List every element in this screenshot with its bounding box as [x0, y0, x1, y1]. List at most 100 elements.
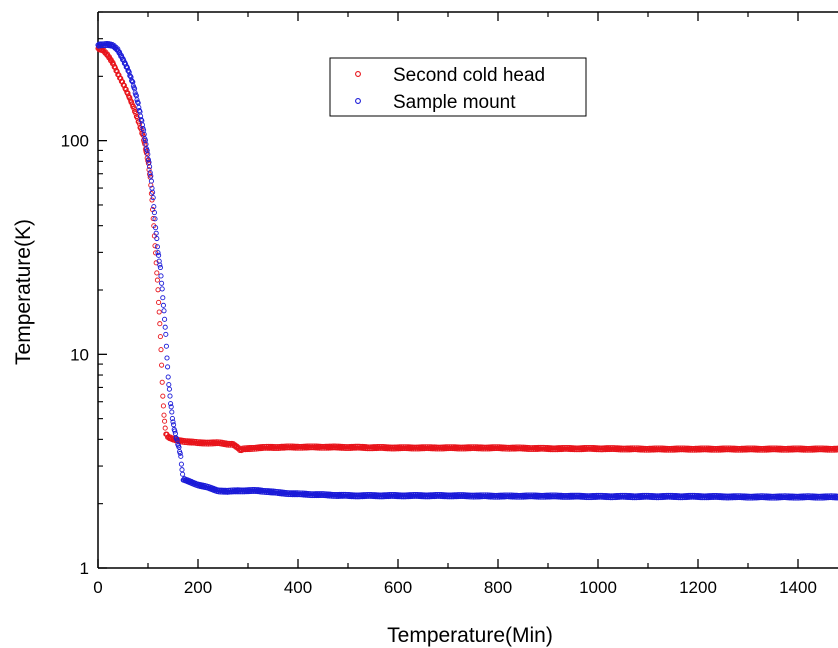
y-axis-title: Temperature(K)	[12, 219, 35, 365]
x-tick-label: 1400	[779, 578, 817, 597]
data-point	[148, 173, 154, 179]
data-point	[167, 393, 173, 399]
legend: Second cold head Sample mount	[329, 57, 587, 117]
legend-box	[329, 57, 587, 117]
data-point	[152, 243, 158, 249]
data-point	[168, 401, 174, 407]
x-tick-label: 1000	[579, 578, 617, 597]
data-point	[834, 447, 838, 453]
data-point	[172, 430, 178, 437]
data-point	[162, 324, 168, 330]
data-point	[147, 164, 153, 170]
data-point	[156, 309, 162, 315]
data-point	[134, 97, 140, 103]
data-point	[156, 299, 162, 306]
data-point	[129, 78, 135, 84]
data-point	[156, 252, 162, 258]
data-point	[160, 295, 166, 301]
data-point	[172, 428, 178, 434]
data-point	[161, 308, 167, 314]
data-point	[150, 189, 156, 195]
data-point	[833, 445, 838, 451]
data-point	[151, 204, 157, 210]
data-point	[148, 191, 154, 197]
data-point	[169, 409, 175, 415]
data-point	[124, 65, 130, 71]
data-point	[127, 94, 133, 100]
data-point	[125, 90, 131, 96]
data-point	[129, 78, 135, 84]
y-tick-label: 1	[80, 559, 89, 578]
legend-entry: Second cold head	[393, 65, 545, 86]
data-point	[169, 416, 175, 422]
x-tick-label: 800	[484, 578, 512, 597]
data-point	[130, 103, 136, 109]
x-tick-label: 200	[184, 578, 212, 597]
data-point	[159, 362, 165, 368]
data-point	[162, 418, 168, 424]
data-point	[162, 316, 168, 322]
data-point	[151, 210, 157, 216]
legend-marker	[355, 98, 361, 104]
data-point	[157, 264, 163, 271]
data-point	[145, 157, 151, 163]
data-point	[157, 334, 163, 340]
data-point	[150, 216, 156, 222]
data-point	[162, 425, 168, 431]
data-point	[153, 225, 159, 231]
data-point	[154, 235, 160, 242]
data-point	[159, 286, 165, 292]
data-point	[147, 170, 153, 176]
series-sample-mount	[95, 41, 838, 501]
data-point	[161, 412, 167, 418]
data-point	[138, 113, 144, 119]
data-point	[159, 280, 165, 286]
data-point	[150, 195, 156, 201]
data-point	[163, 343, 169, 349]
series-layer	[95, 41, 838, 501]
x-tick-label: 1200	[679, 578, 717, 597]
data-point	[168, 404, 174, 410]
data-point	[166, 382, 172, 388]
data-point	[166, 386, 172, 392]
data-point	[834, 493, 838, 499]
y-axis: 1 10 100	[61, 11, 107, 578]
data-point	[833, 495, 838, 501]
data-point	[160, 302, 166, 308]
data-point	[133, 111, 139, 117]
data-point	[165, 364, 171, 370]
x-tick-label: 0	[93, 578, 102, 597]
data-point	[158, 273, 164, 279]
data-point	[177, 450, 183, 456]
data-point	[145, 151, 151, 157]
data-point	[154, 270, 160, 276]
data-point	[834, 446, 838, 452]
legend-entry: Sample mount	[393, 92, 516, 113]
data-point	[154, 244, 160, 250]
data-point	[170, 419, 176, 425]
data-point	[155, 287, 161, 293]
data-point	[158, 347, 164, 353]
data-point	[153, 230, 159, 236]
x-tick-label: 400	[284, 578, 312, 597]
x-axis: 0 200 400 600 800 1000 1200 1400	[93, 12, 817, 597]
data-point	[129, 99, 135, 105]
data-point	[178, 461, 184, 467]
x-tick-label: 600	[384, 578, 412, 597]
data-point	[163, 331, 169, 337]
data-point	[160, 403, 166, 409]
data-point	[165, 374, 171, 380]
data-point	[157, 262, 163, 268]
data-point	[179, 467, 185, 473]
data-point	[171, 422, 177, 428]
x-axis-title: Temperature(Min)	[387, 624, 553, 647]
y-tick-label: 10	[70, 345, 89, 364]
data-point	[164, 355, 170, 361]
data-point	[148, 178, 154, 184]
data-point	[143, 141, 149, 147]
data-point	[178, 453, 184, 459]
data-point	[160, 393, 166, 399]
data-point	[131, 106, 137, 112]
data-point	[152, 216, 158, 222]
